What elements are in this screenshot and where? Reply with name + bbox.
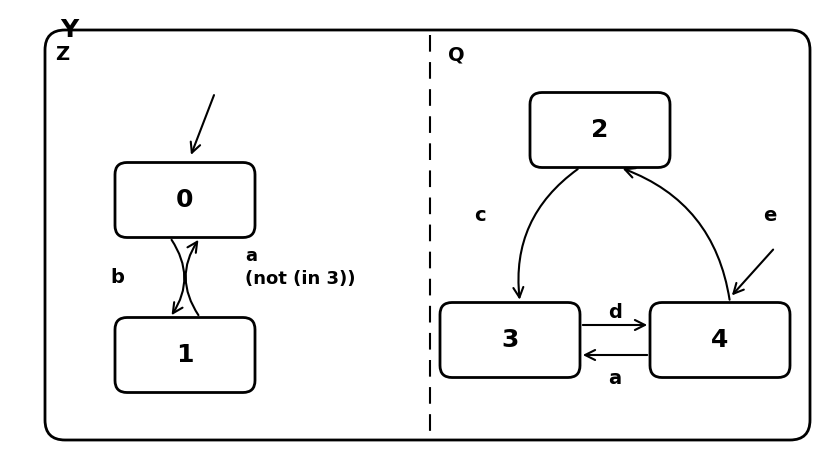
Text: Z: Z: [55, 45, 69, 64]
Text: 4: 4: [711, 328, 728, 352]
Text: 0: 0: [176, 188, 193, 212]
Text: 1: 1: [176, 343, 193, 367]
Text: Y: Y: [60, 18, 78, 42]
FancyBboxPatch shape: [529, 93, 669, 168]
Text: d: d: [607, 302, 621, 321]
Text: 2: 2: [590, 118, 608, 142]
Text: b: b: [110, 268, 124, 287]
Text: Q: Q: [447, 45, 464, 64]
FancyBboxPatch shape: [115, 318, 255, 392]
Text: a
(not (in 3)): a (not (in 3)): [245, 247, 355, 288]
FancyBboxPatch shape: [440, 302, 579, 377]
FancyBboxPatch shape: [45, 30, 809, 440]
Text: e: e: [762, 206, 776, 224]
FancyBboxPatch shape: [115, 162, 255, 237]
Text: c: c: [474, 206, 485, 224]
FancyBboxPatch shape: [650, 302, 789, 377]
Text: a: a: [608, 369, 621, 387]
Text: 3: 3: [501, 328, 518, 352]
